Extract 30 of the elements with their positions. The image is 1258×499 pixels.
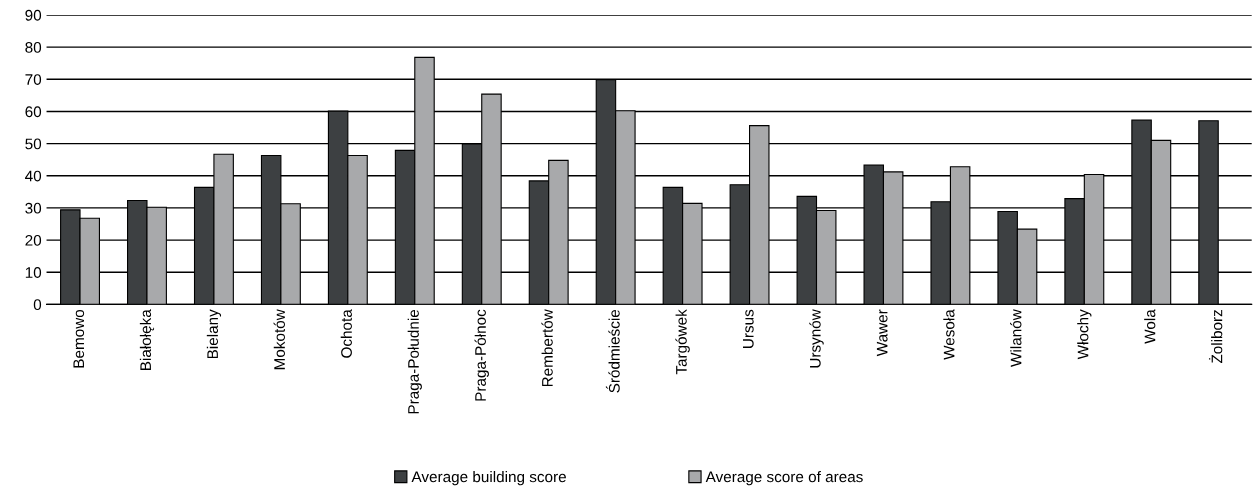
x-tick-label: Praga-Południe xyxy=(407,309,422,414)
legend-label: Average building score xyxy=(411,471,566,486)
x-tick-label: Targówek xyxy=(675,309,690,375)
y-tick-label: 20 xyxy=(25,234,42,246)
x-tick-label: Bielany xyxy=(206,309,222,359)
x-tick-label: Włochy xyxy=(1077,309,1092,360)
x-tick-label: Śródmieście xyxy=(605,309,620,393)
x-tick-label: Rembertów xyxy=(541,309,553,387)
y-tick-label: 70 xyxy=(25,74,42,85)
legend-label: Average score of areas xyxy=(705,471,863,486)
y-tick-label: 50 xyxy=(25,138,42,150)
x-tick-label: Żoliborz xyxy=(1208,310,1223,364)
x-tick-label: Wola xyxy=(1144,309,1156,344)
x-tick-label: Bemowo xyxy=(73,309,85,368)
y-tick-label: 80 xyxy=(25,42,42,53)
y-tick-label: 10 xyxy=(25,267,42,278)
y-tick-label: 90 xyxy=(25,9,42,21)
x-tick-label: Wilanów xyxy=(1010,309,1022,367)
x-tick-label: Ursus xyxy=(743,309,754,348)
x-tick-label: Wawer xyxy=(876,309,888,357)
x-tick-label: Białołęka xyxy=(139,309,155,370)
y-tick-label: 0 xyxy=(33,299,42,311)
y-tick-label: 60 xyxy=(25,106,42,118)
x-tick-label: Praga-Północ xyxy=(474,309,489,401)
x-tick-label: Ursynów xyxy=(809,309,824,368)
x-tick-label: Mokotów xyxy=(273,309,285,370)
y-tick-label: 40 xyxy=(25,170,42,182)
x-tick-label: Wesoła xyxy=(943,309,955,360)
y-tick-label: 30 xyxy=(25,202,42,214)
x-tick-label: Ochota xyxy=(340,309,352,358)
